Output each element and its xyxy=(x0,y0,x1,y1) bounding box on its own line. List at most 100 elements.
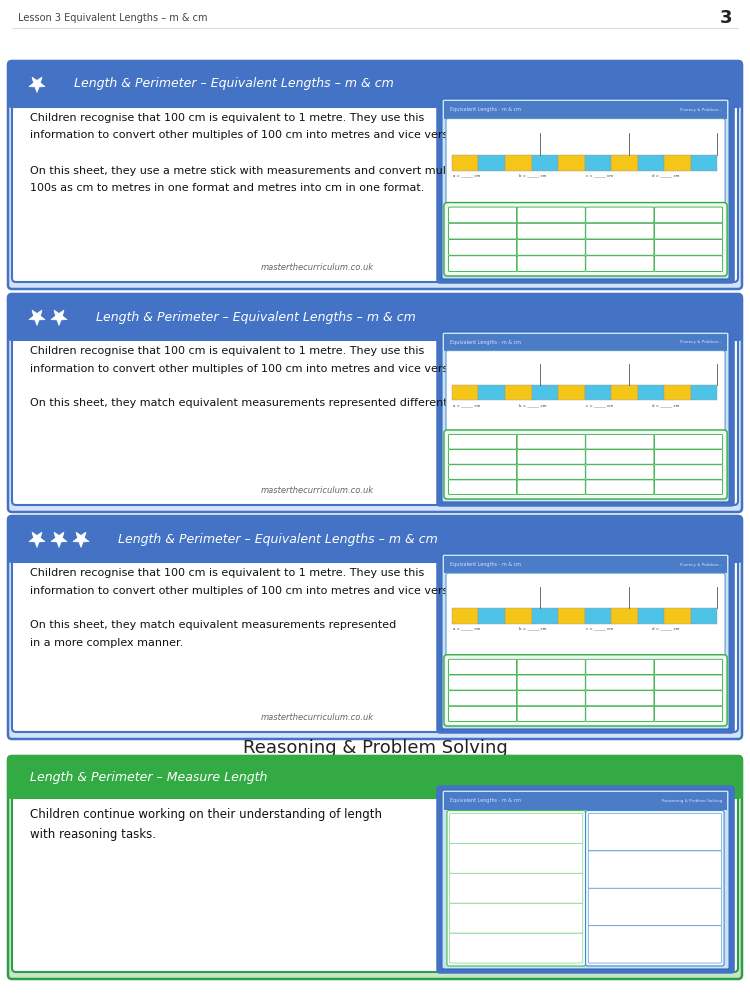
Text: On this sheet, they use a metre stick with measurements and convert multiples of: On this sheet, they use a metre stick wi… xyxy=(30,165,490,176)
Text: in a more complex manner.: in a more complex manner. xyxy=(30,638,183,648)
FancyBboxPatch shape xyxy=(12,96,738,282)
Text: a = ______ cm: a = ______ cm xyxy=(453,403,480,407)
FancyBboxPatch shape xyxy=(586,675,654,690)
FancyBboxPatch shape xyxy=(8,756,742,979)
Bar xyxy=(611,608,638,624)
Text: Equivalent Lengths - m & cm: Equivalent Lengths - m & cm xyxy=(450,107,521,112)
Bar xyxy=(664,155,691,171)
Bar xyxy=(452,385,478,400)
Bar xyxy=(478,608,505,624)
FancyBboxPatch shape xyxy=(518,675,585,690)
Bar xyxy=(691,608,717,624)
FancyBboxPatch shape xyxy=(655,691,722,706)
FancyBboxPatch shape xyxy=(586,223,654,239)
Polygon shape xyxy=(51,532,67,548)
FancyBboxPatch shape xyxy=(447,810,586,966)
Bar xyxy=(505,608,532,624)
Polygon shape xyxy=(73,532,89,548)
Polygon shape xyxy=(29,310,45,326)
Text: Reasoning & Problem Solving: Reasoning & Problem Solving xyxy=(662,799,722,803)
Text: Children recognise that 100 cm is equivalent to 1 metre. They use this: Children recognise that 100 cm is equiva… xyxy=(30,346,424,356)
FancyBboxPatch shape xyxy=(448,223,517,239)
Text: Children recognise that 100 cm is equivalent to 1 metre. They use this: Children recognise that 100 cm is equiva… xyxy=(30,113,424,123)
FancyBboxPatch shape xyxy=(588,851,722,888)
FancyBboxPatch shape xyxy=(450,933,583,963)
Polygon shape xyxy=(29,532,45,548)
Text: On this sheet, they match equivalent measurements represented: On this sheet, they match equivalent mea… xyxy=(30,620,396,631)
Bar xyxy=(12,777,738,794)
Bar xyxy=(444,556,727,573)
Text: masterthecurriculum.co.uk: masterthecurriculum.co.uk xyxy=(260,712,374,722)
Text: Length & Perimeter – Equivalent Lengths – m & cm: Length & Perimeter – Equivalent Lengths … xyxy=(74,78,394,91)
Text: Lesson 3 Equivalent Lengths – m & cm: Lesson 3 Equivalent Lengths – m & cm xyxy=(18,13,208,23)
Bar xyxy=(532,608,558,624)
FancyBboxPatch shape xyxy=(12,551,738,732)
Text: a = ______ cm: a = ______ cm xyxy=(453,627,480,631)
FancyBboxPatch shape xyxy=(8,756,742,798)
FancyBboxPatch shape xyxy=(518,207,585,223)
Text: Fluency & Problem...: Fluency & Problem... xyxy=(680,563,722,567)
FancyBboxPatch shape xyxy=(655,675,722,690)
Polygon shape xyxy=(29,77,45,93)
Text: Equivalent Lengths - m & cm: Equivalent Lengths - m & cm xyxy=(450,798,521,803)
FancyBboxPatch shape xyxy=(444,430,727,499)
Bar xyxy=(664,608,691,624)
FancyBboxPatch shape xyxy=(448,480,517,494)
Bar xyxy=(691,155,717,171)
Bar xyxy=(478,385,505,400)
Bar xyxy=(12,317,738,336)
Bar xyxy=(638,385,664,400)
FancyBboxPatch shape xyxy=(518,450,585,464)
FancyBboxPatch shape xyxy=(655,450,722,464)
FancyBboxPatch shape xyxy=(12,329,738,505)
FancyBboxPatch shape xyxy=(518,706,585,722)
FancyBboxPatch shape xyxy=(448,706,517,722)
FancyBboxPatch shape xyxy=(586,207,654,223)
Bar xyxy=(638,155,664,171)
Bar xyxy=(444,792,727,810)
FancyBboxPatch shape xyxy=(655,659,722,674)
FancyBboxPatch shape xyxy=(448,207,517,223)
Text: Equivalent Lengths - m & cm: Equivalent Lengths - m & cm xyxy=(450,562,521,567)
Bar xyxy=(584,155,611,171)
FancyBboxPatch shape xyxy=(437,786,734,973)
Text: information to convert other multiples of 100 cm into metres and vice versa.: information to convert other multiples o… xyxy=(30,585,459,595)
FancyBboxPatch shape xyxy=(437,95,734,283)
FancyBboxPatch shape xyxy=(586,240,654,255)
FancyBboxPatch shape xyxy=(518,691,585,706)
FancyBboxPatch shape xyxy=(448,434,517,449)
Text: Length & Perimeter – Equivalent Lengths – m & cm: Length & Perimeter – Equivalent Lengths … xyxy=(118,532,438,546)
FancyBboxPatch shape xyxy=(518,659,585,674)
FancyBboxPatch shape xyxy=(588,888,722,926)
FancyBboxPatch shape xyxy=(446,119,725,204)
Text: c = ______ cm: c = ______ cm xyxy=(586,627,613,631)
Text: 100s as cm to metres in one format and metres into cm in one format.: 100s as cm to metres in one format and m… xyxy=(30,183,424,193)
Text: Equivalent Lengths - m & cm: Equivalent Lengths - m & cm xyxy=(450,340,521,345)
Bar xyxy=(505,155,532,171)
Bar xyxy=(444,334,727,351)
FancyBboxPatch shape xyxy=(8,294,742,340)
FancyBboxPatch shape xyxy=(450,903,583,933)
Text: d = ______ cm: d = ______ cm xyxy=(652,627,680,631)
FancyBboxPatch shape xyxy=(12,787,738,972)
FancyBboxPatch shape xyxy=(437,550,734,733)
FancyBboxPatch shape xyxy=(655,240,722,255)
Text: information to convert other multiples of 100 cm into metres and vice versa.: information to convert other multiples o… xyxy=(30,363,459,373)
Text: masterthecurriculum.co.uk: masterthecurriculum.co.uk xyxy=(260,486,374,495)
FancyBboxPatch shape xyxy=(450,873,583,903)
FancyBboxPatch shape xyxy=(586,706,654,722)
FancyBboxPatch shape xyxy=(655,465,722,479)
FancyBboxPatch shape xyxy=(518,434,585,449)
FancyBboxPatch shape xyxy=(8,294,742,512)
Text: a = ______ cm: a = ______ cm xyxy=(453,174,480,178)
FancyBboxPatch shape xyxy=(442,99,729,279)
Bar xyxy=(611,385,638,400)
FancyBboxPatch shape xyxy=(655,223,722,239)
Text: information to convert other multiples of 100 cm into metres and vice versa.: information to convert other multiples o… xyxy=(30,130,459,140)
Text: Length & Perimeter – Measure Length: Length & Perimeter – Measure Length xyxy=(30,770,267,784)
FancyBboxPatch shape xyxy=(448,659,517,674)
Bar xyxy=(638,608,664,624)
FancyBboxPatch shape xyxy=(586,450,654,464)
FancyBboxPatch shape xyxy=(586,434,654,449)
FancyBboxPatch shape xyxy=(8,516,742,739)
